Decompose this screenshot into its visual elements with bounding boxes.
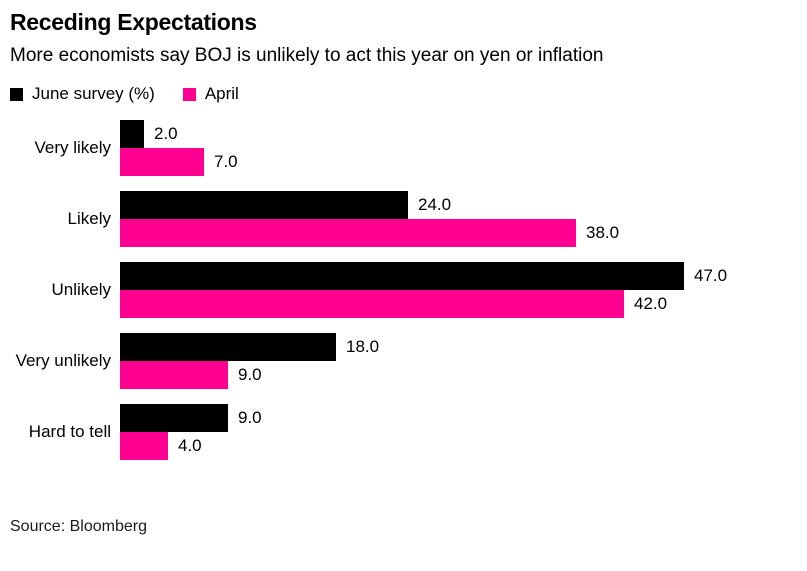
april-bar-line: 7.0 (120, 148, 797, 177)
april-value-label: 7.0 (214, 152, 238, 172)
category-label: Very unlikely (15, 351, 111, 371)
june-survey-value-label: 24.0 (418, 195, 452, 215)
category-label: Hard to tell (28, 422, 111, 442)
april-value-label: 38.0 (586, 223, 620, 243)
june-survey-bar-line: 24.0 (120, 191, 797, 220)
bar-group: 24.0 38.0 (120, 191, 797, 248)
bar-group: 2.0 7.0 (120, 120, 797, 177)
april-bar-line: 42.0 (120, 290, 797, 319)
april-bar-line: 9.0 (120, 361, 797, 390)
bar-chart: Very likely 2.0 7.0 Likely 24.0 38.0 (10, 120, 797, 461)
june-survey-bar (120, 262, 684, 291)
june-survey-value-label: 9.0 (238, 408, 262, 428)
legend: June survey (%) April (10, 84, 797, 104)
chart-title: Receding Expectations (10, 9, 257, 35)
category-label: Unlikely (51, 280, 111, 300)
april-value-label: 42.0 (634, 294, 668, 314)
category-row: Hard to tell 9.0 4.0 (10, 404, 797, 461)
category-row: Very unlikely 18.0 9.0 (10, 333, 797, 390)
april-bar (120, 290, 624, 319)
june-survey-bar-line: 9.0 (120, 404, 797, 433)
april-bar (120, 361, 228, 390)
june-survey-bar (120, 404, 228, 433)
april-bar-line: 4.0 (120, 432, 797, 461)
april-value-label: 4.0 (178, 436, 202, 456)
legend-label-april: April (204, 84, 239, 104)
june-survey-bar (120, 120, 144, 149)
june-survey-bar-line: 18.0 (120, 333, 797, 362)
june-survey-value-label: 47.0 (694, 266, 728, 286)
june-survey-value-label: 18.0 (346, 337, 380, 357)
bar-group: 9.0 4.0 (120, 404, 797, 461)
category-label: Likely (67, 209, 111, 229)
category-row: Very likely 2.0 7.0 (10, 120, 797, 177)
category-row: Likely 24.0 38.0 (10, 191, 797, 248)
april-bar (120, 148, 204, 177)
april-bar-line: 38.0 (120, 219, 797, 248)
june-survey-swatch-icon (10, 87, 23, 101)
april-bar (120, 432, 168, 461)
legend-item-june-survey: June survey (%) (10, 84, 155, 104)
bar-group: 18.0 9.0 (120, 333, 797, 390)
june-survey-bar-line: 2.0 (120, 120, 797, 149)
april-value-label: 9.0 (238, 365, 262, 385)
chart-subtitle: More economists say BOJ is unlikely to a… (10, 44, 604, 66)
june-survey-bar-line: 47.0 (120, 262, 797, 291)
category-row: Unlikely 47.0 42.0 (10, 262, 797, 319)
bar-group: 47.0 42.0 (120, 262, 797, 319)
category-label: Very likely (34, 138, 111, 158)
june-survey-bar (120, 191, 408, 220)
june-survey-value-label: 2.0 (154, 124, 178, 144)
legend-label-june-survey: June survey (%) (32, 84, 155, 104)
source-note: Source: Bloomberg (10, 518, 147, 535)
legend-item-april: April (182, 84, 239, 104)
june-survey-bar (120, 333, 336, 362)
april-swatch-icon (182, 87, 196, 101)
april-bar (120, 219, 576, 248)
